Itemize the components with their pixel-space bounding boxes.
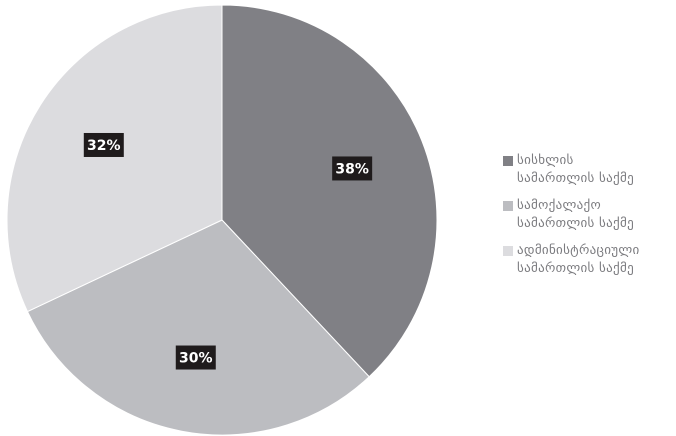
legend-item-administrative: ადმინისტრაციული სამართლის საქმე: [503, 242, 673, 278]
legend-label-line: სამართლის საქმე: [517, 261, 634, 276]
pie-slice-administrative: [6, 4, 223, 313]
pie-slices: [6, 4, 438, 436]
data-label-text: 38%: [335, 161, 369, 177]
legend-swatch-civil: [503, 201, 513, 211]
data-label-text: 30%: [179, 351, 213, 367]
data-label-box: [332, 156, 373, 181]
data-label-criminal: 38%: [332, 156, 373, 181]
legend-item-civil: სამოქალაქო სამართლის საქმე: [503, 197, 673, 233]
data-label-box: [175, 345, 216, 370]
legend-label-line: სამართლის საქმე: [517, 171, 634, 186]
legend-label-criminal: სისხლის სამართლის საქმე: [517, 152, 634, 188]
legend-label-line: სისხლის: [517, 153, 574, 168]
legend-label-line: სამართლის საქმე: [517, 216, 634, 231]
legend-label-line: ადმინისტრაციული: [517, 243, 640, 258]
data-label-box: [83, 132, 124, 157]
legend-swatch-criminal: [503, 156, 513, 166]
legend-label-administrative: ადმინისტრაციული სამართლის საქმე: [517, 242, 640, 278]
pie-slice-civil: [26, 219, 370, 436]
legend-item-criminal: სისხლის სამართლის საქმე: [503, 152, 673, 188]
chart-legend: სისხლის სამართლის საქმე სამოქალაქო სამარ…: [503, 152, 673, 287]
legend-label-line: სამოქალაქო: [517, 198, 601, 213]
pie-data-labels: 38% 30% 32%: [83, 132, 373, 370]
legend-label-civil: სამოქალაქო სამართლის საქმე: [517, 197, 634, 233]
data-label-text: 32%: [87, 138, 121, 154]
pie-slice-criminal: [221, 4, 438, 378]
data-label-administrative: 32%: [83, 132, 124, 157]
data-label-civil: 30%: [175, 345, 216, 370]
legend-swatch-administrative: [503, 246, 513, 256]
